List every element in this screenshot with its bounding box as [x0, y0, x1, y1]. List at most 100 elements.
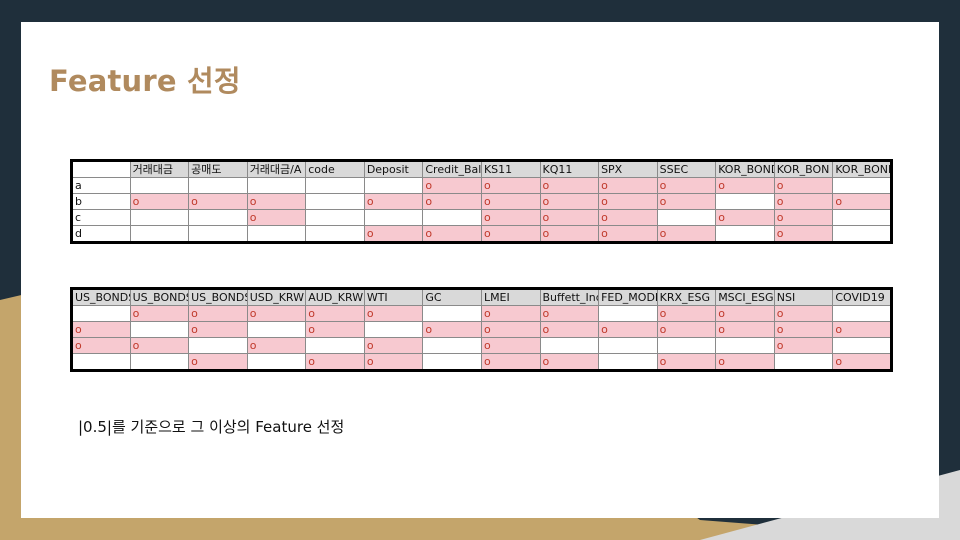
column-header: code: [305, 160, 365, 178]
column-header: US_BONDS: [129, 288, 190, 306]
column-header: 거래대금: [129, 160, 190, 178]
column-header: US_BONDS: [188, 288, 248, 306]
column-header: [71, 160, 131, 178]
table-cell: o: [656, 353, 717, 371]
column-header: USD_KRW: [246, 288, 307, 306]
table-cell: o: [715, 305, 775, 322]
table-cell: [363, 321, 424, 338]
table-cell: [539, 337, 600, 354]
row-label: d: [71, 225, 131, 243]
table-cell: o: [773, 225, 834, 243]
table-cell: o: [656, 177, 717, 194]
table-cell: [188, 337, 248, 354]
column-header: KRX_ESG: [656, 288, 717, 306]
table-cell: o: [188, 193, 248, 210]
table-cell: o: [422, 177, 482, 194]
column-header: SPX: [598, 160, 658, 178]
table-cell: [188, 209, 248, 226]
table-cell: o: [422, 225, 482, 243]
table-cell: o: [832, 193, 892, 210]
table-cell: o: [598, 321, 658, 338]
table-cell: o: [539, 177, 600, 194]
row-label: a: [71, 177, 131, 194]
table-cell: o: [773, 193, 834, 210]
table-cell: [422, 353, 482, 371]
table-cell: o: [305, 321, 365, 338]
table-cell: [246, 321, 307, 338]
table-cell: [129, 225, 190, 243]
table-cell: [832, 209, 892, 226]
table-cell: [246, 177, 307, 194]
table-cell: o: [773, 321, 834, 338]
table-cell: [715, 193, 775, 210]
column-header: MSCI_ESG: [715, 288, 775, 306]
table-cell: [422, 209, 482, 226]
table-cell: o: [188, 305, 248, 322]
table-cell: [363, 177, 424, 194]
table-cell: o: [539, 305, 600, 322]
column-header: Deposit: [363, 160, 424, 178]
table-cell: [363, 209, 424, 226]
table-cell: [422, 305, 482, 322]
table-cell: o: [480, 337, 541, 354]
table-cell: o: [539, 193, 600, 210]
table-cell: [305, 193, 365, 210]
table-cell: [656, 209, 717, 226]
column-header: KOR_BONDS_: [832, 160, 892, 178]
table-cell: o: [656, 193, 717, 210]
table-cell: o: [480, 209, 541, 226]
table-cell: o: [188, 321, 248, 338]
column-header: KQ11: [539, 160, 600, 178]
table-cell: [598, 353, 658, 371]
table-cell: o: [715, 321, 775, 338]
table-cell: [129, 209, 190, 226]
table-cell: o: [773, 337, 834, 354]
table-cell: [422, 337, 482, 354]
table-cell: [832, 305, 892, 322]
table-cell: o: [363, 353, 424, 371]
column-header: KOR_BOND: [715, 160, 775, 178]
table-cell: o: [129, 305, 190, 322]
column-header: SSEC: [656, 160, 717, 178]
table-cell: o: [773, 305, 834, 322]
table-cell: o: [656, 321, 717, 338]
column-header: NSI: [773, 288, 834, 306]
table-cell: [832, 177, 892, 194]
table-cell: [656, 337, 717, 354]
table-cell: o: [539, 353, 600, 371]
table-cell: o: [129, 193, 190, 210]
table-cell: [773, 353, 834, 371]
feature-table-2: US_BONDS US_BONDS US_BONDS USD_KRW AUD_KRW WT…: [70, 287, 893, 372]
column-header: Credit_Bala: [422, 160, 482, 178]
table-cell: [188, 225, 248, 243]
column-header: KS11: [480, 160, 541, 178]
table-cell: [598, 337, 658, 354]
table-cell: o: [188, 353, 248, 371]
table-cell: o: [246, 193, 307, 210]
table-cell: o: [363, 305, 424, 322]
column-header: 공매도: [188, 160, 248, 178]
table-cell: o: [539, 209, 600, 226]
table-cell: o: [480, 353, 541, 371]
table-cell: o: [656, 305, 717, 322]
header-row: US_BONDS US_BONDS US_BONDS USD_KRW AUD_KRW WT…: [71, 288, 892, 306]
table-cell: [832, 337, 892, 354]
table-cell: [129, 353, 190, 371]
table-cell: o: [71, 337, 131, 354]
table-cell: [129, 177, 190, 194]
table-cell: o: [480, 177, 541, 194]
table-cell: o: [832, 353, 892, 371]
table-cell: o: [480, 305, 541, 322]
table-cell: o: [422, 321, 482, 338]
slide-title: Feature 선정: [49, 64, 241, 98]
table-cell: o: [422, 193, 482, 210]
table-cell: [598, 305, 658, 322]
table-cell: [305, 177, 365, 194]
table-cell: [832, 225, 892, 243]
